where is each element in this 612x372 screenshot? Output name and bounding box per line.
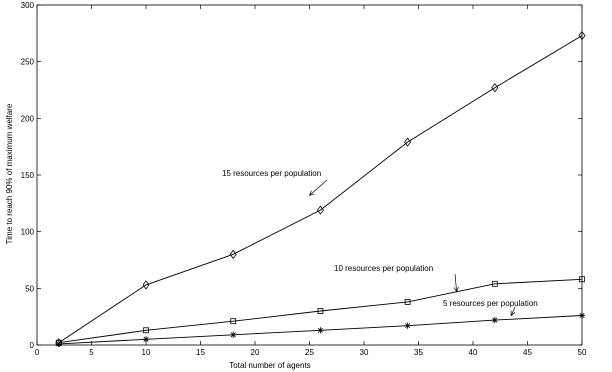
series-line-2 bbox=[58, 278, 583, 344]
data-point-asterisk bbox=[230, 331, 237, 338]
x-tick-label: 45 bbox=[523, 348, 532, 357]
data-point-diamond bbox=[316, 205, 324, 215]
x-tick-label: 20 bbox=[251, 348, 260, 357]
data-point-asterisk bbox=[55, 340, 62, 348]
data-point-diamond bbox=[578, 30, 586, 41]
data-point-asterisk bbox=[404, 322, 411, 329]
x-tick-label: 15 bbox=[196, 348, 205, 357]
annotation-arrow-3 bbox=[510, 306, 516, 316]
data-point-asterisk bbox=[578, 312, 586, 319]
x-tick-label: 40 bbox=[469, 348, 478, 357]
y-axis-ticks: 0 50 100 150 200 250 300 bbox=[21, 1, 582, 350]
data-point-diamond bbox=[229, 249, 237, 260]
data-point-square bbox=[143, 327, 149, 334]
y-tick-label: 150 bbox=[21, 171, 35, 180]
data-point-square bbox=[230, 318, 237, 325]
series bbox=[55, 30, 586, 348]
annotation-label-3: 5 resources per population bbox=[443, 299, 538, 308]
y-tick-label: 100 bbox=[21, 228, 35, 237]
data-point-asterisk bbox=[317, 327, 324, 334]
y-tick-label: 250 bbox=[21, 58, 35, 67]
annotation-label-1: 15 resources per population bbox=[222, 169, 321, 178]
x-tick-label: 10 bbox=[142, 348, 151, 357]
data-point-square bbox=[404, 299, 411, 305]
x-axis-ticks: 0 5 10 15 20 25 30 35 40 45 50 bbox=[35, 5, 587, 357]
arrow-head bbox=[510, 310, 516, 317]
data-point-square bbox=[579, 276, 585, 283]
x-tick-label: 25 bbox=[305, 348, 314, 357]
x-tick-label: 0 bbox=[35, 348, 40, 357]
y-axis-label: Time to reach 90% of maximum welfare bbox=[5, 103, 14, 244]
y-tick-label: 50 bbox=[25, 284, 34, 293]
y-tick-label: 200 bbox=[21, 114, 35, 123]
x-axis-label: Total number of agents bbox=[229, 361, 310, 370]
x-tick-label: 5 bbox=[89, 348, 94, 357]
data-point-square bbox=[491, 280, 498, 287]
series-line-1 bbox=[58, 35, 583, 344]
data-point-diamond bbox=[404, 137, 412, 147]
annotation-arrow-1 bbox=[309, 179, 328, 196]
data-point-asterisk bbox=[142, 336, 150, 343]
arrow-head bbox=[453, 286, 459, 293]
data-point-square bbox=[317, 308, 324, 314]
data-point-diamond bbox=[491, 83, 499, 93]
x-tick-label: 35 bbox=[414, 348, 423, 357]
x-tick-label: 50 bbox=[578, 348, 587, 357]
data-point-diamond bbox=[142, 280, 150, 290]
x-tick-label: 30 bbox=[360, 348, 369, 357]
y-tick-label: 300 bbox=[21, 1, 35, 10]
annotation-arrow-2 bbox=[454, 273, 457, 292]
annotations: 15 resources per population 10 resources … bbox=[222, 169, 538, 317]
data-point-asterisk bbox=[491, 316, 498, 324]
y-tick-label: 0 bbox=[30, 341, 35, 350]
annotation-label-2: 10 resources per population bbox=[334, 264, 433, 273]
arrow-head bbox=[308, 190, 315, 196]
